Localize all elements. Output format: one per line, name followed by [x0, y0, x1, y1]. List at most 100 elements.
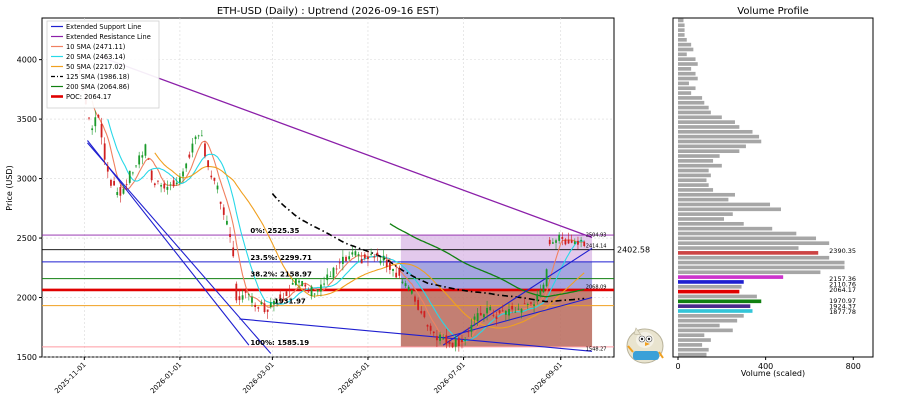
resistance-zone	[400, 235, 593, 262]
volume-bar	[678, 197, 729, 202]
sma-200-line	[389, 223, 585, 298]
candle-body	[288, 290, 291, 292]
candle-body	[285, 291, 288, 297]
volume-bar	[678, 289, 740, 294]
candle-body	[298, 280, 300, 283]
candle-body	[279, 294, 282, 301]
candle-body	[100, 123, 103, 138]
candle-body	[232, 247, 235, 257]
candle-body	[301, 281, 304, 287]
volume-x-tick-label: 400	[758, 362, 773, 371]
candle-body	[545, 269, 548, 287]
y-tick-label: 1500	[17, 353, 37, 362]
candle-body	[348, 256, 351, 260]
volume-bar	[678, 284, 742, 289]
legend: Extended Support Line Extended Resistance…	[46, 20, 160, 109]
y-tick-label: 3000	[17, 175, 37, 184]
volume-bar	[678, 222, 744, 226]
candle-body	[254, 304, 257, 307]
fib-level-extra-label: 1931.97	[274, 298, 306, 306]
candle-body	[536, 293, 539, 301]
candle-body	[194, 136, 197, 140]
candle-body	[429, 325, 432, 331]
candle-body	[577, 240, 579, 245]
candle-body	[332, 267, 335, 278]
candle-body	[414, 296, 416, 302]
volume-bar	[678, 299, 762, 304]
candle-body	[216, 185, 219, 190]
candle-body	[294, 278, 297, 285]
candle-body	[307, 291, 310, 293]
candle-body	[219, 201, 222, 204]
candle-body	[410, 290, 413, 294]
candle-body	[495, 316, 498, 320]
volume-bars	[678, 18, 845, 357]
candle-body	[257, 307, 260, 309]
volume-ticks: 0 400 800	[675, 357, 861, 371]
volume-bar	[678, 52, 687, 57]
candle-body	[561, 237, 564, 239]
x-tick-label: 2026-03-01	[241, 361, 275, 395]
candle-body	[501, 310, 504, 312]
candle-body	[200, 135, 203, 137]
volume-bar	[678, 202, 771, 207]
candle-body	[316, 289, 319, 292]
candle-body	[407, 286, 410, 290]
volume-bar	[678, 173, 711, 178]
candle-body	[106, 166, 109, 172]
candle-body	[263, 303, 266, 313]
candle-body	[486, 307, 488, 314]
volume-bar	[678, 91, 692, 95]
candle-body	[238, 296, 241, 301]
mascot-logo	[626, 327, 664, 364]
candle-body	[363, 254, 366, 259]
candle-body	[389, 262, 391, 270]
trend-boxes	[400, 235, 593, 347]
candle-body	[260, 302, 263, 305]
volume-level-label: 2157.36	[829, 275, 856, 283]
candle-body	[476, 313, 479, 321]
candle-body	[580, 239, 582, 241]
candle-body	[426, 324, 429, 327]
candle-body	[448, 341, 451, 345]
current-price-label: 2402.58	[617, 246, 650, 255]
volume-level-label: 1970.97	[829, 297, 856, 305]
volume-bar	[678, 139, 762, 144]
candle-body	[461, 339, 463, 343]
volume-bar	[678, 28, 685, 32]
price-chart-title: ETH-USD (Daily) : Uptrend (2026-09-16 ES…	[217, 6, 439, 17]
volume-level-label: 1877.78	[829, 308, 856, 316]
volume-bar	[678, 110, 711, 115]
volume-bar	[678, 333, 705, 338]
volume-bar	[678, 57, 696, 61]
x-tick-label: 2026-09-01	[530, 361, 564, 395]
volume-bar	[678, 275, 784, 279]
volume-level-label: 2110.76	[829, 280, 856, 288]
candle-body	[128, 170, 131, 183]
volume-bar	[678, 76, 698, 81]
candle-body	[341, 256, 344, 264]
candle-body	[373, 256, 376, 258]
candle-body	[504, 310, 507, 315]
candle-body	[207, 160, 210, 168]
candle-body	[141, 155, 144, 158]
candle-body	[517, 308, 520, 310]
candle-body	[382, 255, 385, 261]
candle-body	[354, 251, 357, 256]
volume-bar	[678, 309, 753, 313]
volume-bar	[678, 231, 797, 236]
candle-body	[454, 339, 457, 347]
candle-body	[235, 283, 238, 301]
volume-bar	[678, 23, 685, 28]
candle-body	[417, 299, 420, 310]
candle-body	[420, 311, 423, 314]
sma-125-line	[271, 193, 585, 303]
candle-body	[511, 305, 514, 310]
candle-body	[551, 242, 554, 244]
candle-body	[345, 256, 347, 262]
volume-x-tick-label: 0	[675, 362, 680, 371]
volume-bar	[678, 163, 722, 168]
candle-body	[520, 308, 523, 313]
support-zone	[400, 261, 593, 290]
candle-body	[204, 143, 206, 157]
